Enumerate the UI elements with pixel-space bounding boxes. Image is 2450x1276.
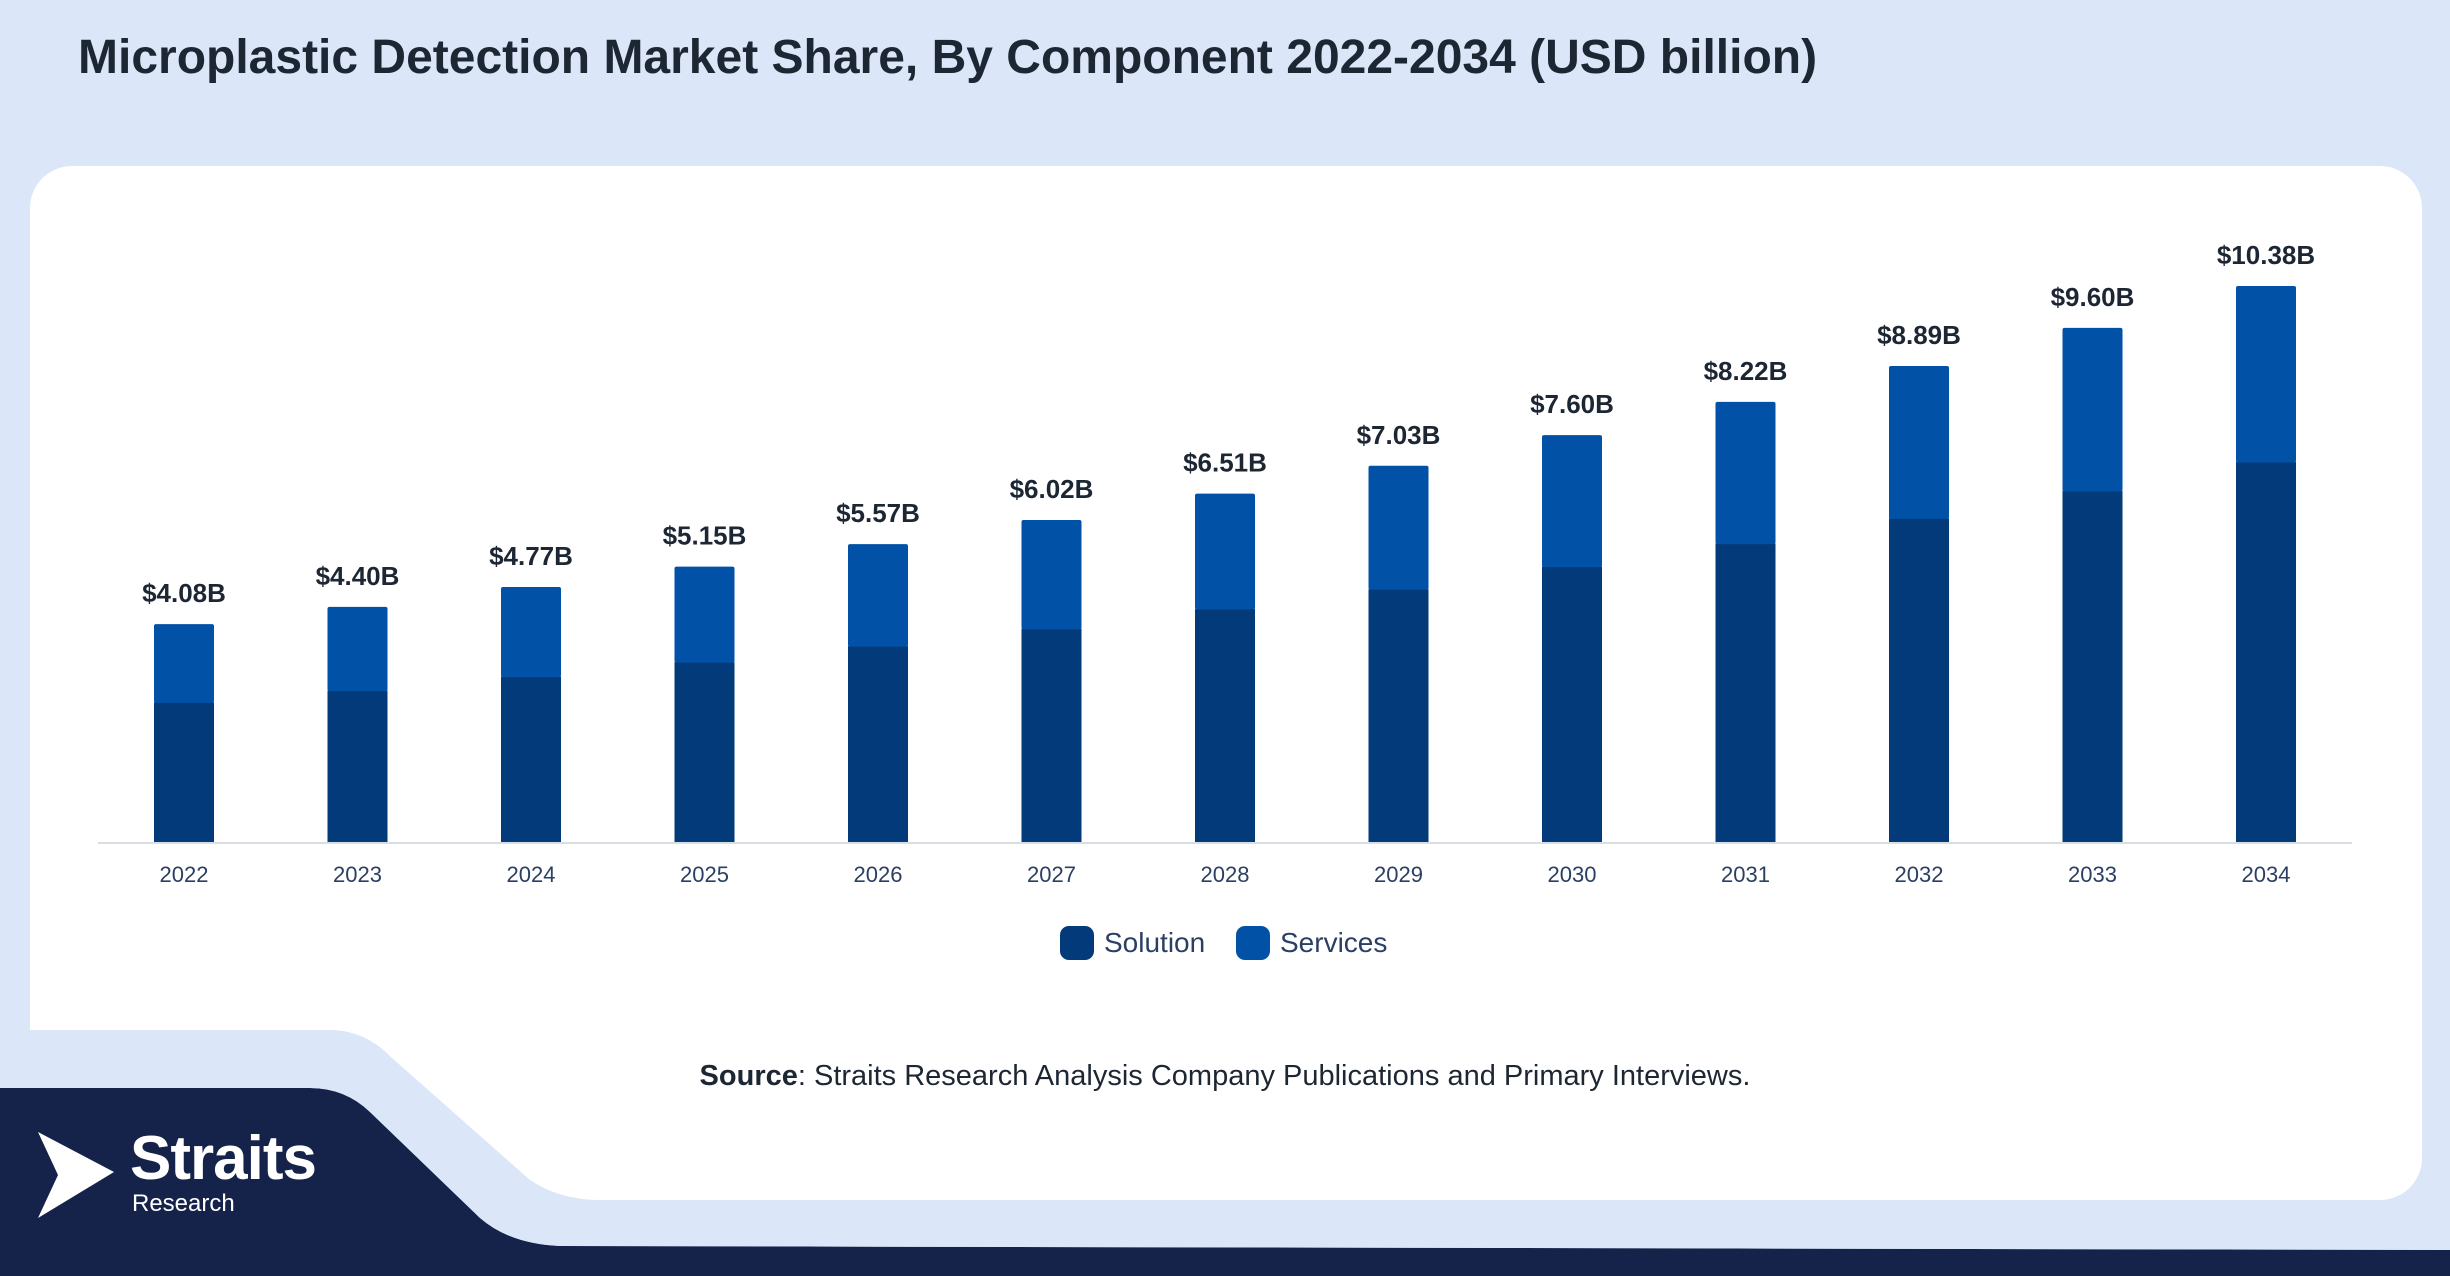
x-tick-label-2022: 2022 bbox=[160, 862, 209, 887]
logo-wordmark: Straits bbox=[130, 1124, 317, 1193]
bar-services-2029 bbox=[1368, 465, 1429, 590]
total-label-2026: $5.57B bbox=[836, 498, 920, 528]
x-tick-label-2028: 2028 bbox=[1201, 862, 1250, 887]
total-label-2025: $5.15B bbox=[663, 521, 747, 551]
straits-logo-icon bbox=[38, 1132, 114, 1218]
bar-solution-2024 bbox=[501, 676, 561, 843]
bar-solution-2029 bbox=[1368, 589, 1429, 843]
bar-solution-2027 bbox=[1021, 628, 1082, 843]
legend-swatch-solution bbox=[1060, 926, 1094, 960]
bar-solution-2026 bbox=[848, 646, 908, 843]
x-tick-label-2032: 2032 bbox=[1895, 862, 1944, 887]
legend-label-services: Services bbox=[1280, 927, 1387, 958]
total-label-2031: $8.22B bbox=[1704, 356, 1788, 386]
total-label-2024: $4.77B bbox=[489, 541, 573, 571]
x-tick-label-2029: 2029 bbox=[1374, 862, 1423, 887]
bar-solution-2033 bbox=[2062, 490, 2123, 843]
bar-solution-2028 bbox=[1195, 609, 1255, 843]
bar-solution-2032 bbox=[1889, 518, 1949, 843]
x-tick-label-2027: 2027 bbox=[1027, 862, 1076, 887]
x-tick-label-2031: 2031 bbox=[1721, 862, 1770, 887]
total-label-2030: $7.60B bbox=[1530, 389, 1614, 419]
source-text: : Straits Research Analysis Company Publ… bbox=[797, 1060, 1751, 1092]
bar-solution-2025 bbox=[674, 662, 735, 843]
footer-band bbox=[0, 1252, 2450, 1276]
x-tick-labels: 2022 2023 2024 2025 2026 2027 2028 2029 2030 2031… bbox=[160, 862, 2291, 887]
bar-services-2023 bbox=[327, 606, 388, 692]
x-tick-label-2026: 2026 bbox=[854, 862, 903, 887]
bar-services-2022 bbox=[154, 624, 214, 703]
source-label: Source bbox=[699, 1060, 798, 1092]
x-tick-label-2030: 2030 bbox=[1548, 862, 1597, 887]
total-label-2023: $4.40B bbox=[316, 561, 400, 591]
bar-solution-2023 bbox=[327, 690, 388, 843]
total-label-2029: $7.03B bbox=[1357, 420, 1441, 450]
total-labels: $4.08B $4.40B $4.77B $5.15B $5.57B $6.02B $6.5… bbox=[142, 240, 2315, 608]
bar-solution-2030 bbox=[1542, 566, 1602, 843]
total-label-2027: $6.02B bbox=[1010, 474, 1094, 504]
bar-solution-2034 bbox=[2236, 462, 2296, 843]
x-tick-label-2033: 2033 bbox=[2068, 862, 2117, 887]
x-tick-label-2025: 2025 bbox=[680, 862, 729, 887]
bar-services-2024 bbox=[501, 587, 561, 678]
bar-services-2027 bbox=[1021, 519, 1082, 630]
straits-logo: Straits Research bbox=[36, 1124, 356, 1230]
x-tick-label-2034: 2034 bbox=[2242, 862, 2291, 887]
bar-services-2025 bbox=[674, 566, 735, 663]
bar-solution-2022 bbox=[154, 702, 214, 843]
total-label-2033: $9.60B bbox=[2051, 282, 2135, 312]
bar-services-2032 bbox=[1889, 365, 1949, 519]
bar-services-2028 bbox=[1195, 493, 1255, 610]
bar-solution-2031 bbox=[1715, 543, 1776, 843]
x-tick-label-2024: 2024 bbox=[507, 862, 556, 887]
legend-label-solution: Solution bbox=[1104, 927, 1205, 958]
source-note: Source: Straits Research Analysis Compan… bbox=[0, 1060, 2450, 1093]
bar-services-2034 bbox=[2236, 286, 2296, 463]
bar-services-2031 bbox=[1715, 401, 1776, 545]
total-label-2022: $4.08B bbox=[142, 578, 226, 608]
total-label-2028: $6.51B bbox=[1183, 448, 1267, 478]
bar-services-2030 bbox=[1542, 435, 1602, 568]
legend-swatch-services bbox=[1236, 926, 1270, 960]
bar-services-2033 bbox=[2062, 327, 2123, 492]
stacked-bar-chart: 2022 2023 2024 2025 2026 2027 2028 2029 2030 2031… bbox=[98, 240, 2352, 960]
total-label-2032: $8.89B bbox=[1877, 320, 1961, 350]
total-label-2034: $10.38B bbox=[2217, 240, 2315, 270]
legend: Solution Services bbox=[1060, 926, 1387, 960]
bar-services-2026 bbox=[848, 544, 908, 647]
x-tick-label-2023: 2023 bbox=[333, 862, 382, 887]
logo-subtitle: Research bbox=[132, 1190, 235, 1217]
chart-title: Microplastic Detection Market Share, By … bbox=[78, 31, 1818, 84]
bars-group bbox=[154, 286, 2296, 843]
